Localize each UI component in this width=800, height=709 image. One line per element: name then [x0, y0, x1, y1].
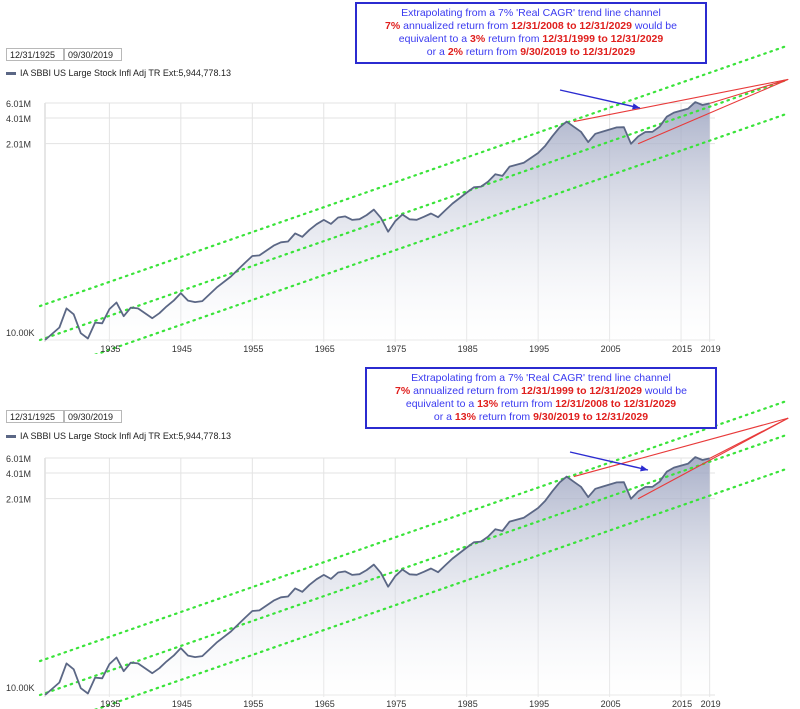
callout-text: return from	[498, 398, 556, 410]
chart-panel-top: 10.00K 2.01M 4.01M 6.01M 1935 1945 1955 1965 197…	[0, 0, 800, 354]
callout-period: 12/31/1999 to 12/31/2029	[521, 385, 642, 397]
callout-rate: 13%	[454, 411, 476, 423]
y-tick-label: 2.01M	[6, 495, 31, 505]
legend-swatch	[6, 434, 16, 438]
y-tick-label: 4.01M	[6, 114, 31, 124]
x-tick-label: 1985	[458, 344, 478, 354]
x-tick-label: 1935	[100, 344, 120, 354]
x-tick-label: 1995	[529, 699, 549, 709]
x-tick-label: 2005	[601, 699, 621, 709]
callout-text: or a	[426, 46, 448, 58]
callout-text: return from	[485, 33, 543, 45]
annotation-callout: Extrapolating from a 7% 'Real CAGR' tren…	[365, 367, 717, 429]
end-date-field[interactable]: 09/30/2019	[64, 48, 122, 61]
callout-line-2: 7% annualized return from 12/31/1999 to …	[371, 385, 711, 398]
callout-text: would be	[632, 20, 677, 32]
callout-arrow-line	[559, 89, 641, 109]
x-tick-label: 1955	[243, 344, 263, 354]
y-tick-label: 2.01M	[6, 140, 31, 150]
legend-label: IA SBBI US Large Stock Infl Adj TR Ext:5…	[20, 68, 231, 78]
callout-period: 9/30/2019 to 12/31/2029	[533, 411, 649, 423]
callout-text: would be	[642, 385, 687, 397]
x-tick-label: 1935	[100, 699, 120, 709]
callout-line-3: equivalent to a 13% return from 12/31/20…	[371, 398, 711, 411]
callout-line-1: Extrapolating from a 7% 'Real CAGR' tren…	[411, 372, 671, 384]
legend-label: IA SBBI US Large Stock Infl Adj TR Ext:5…	[20, 431, 231, 441]
callout-line-3: equivalent to a 3% return from 12/31/199…	[361, 33, 701, 46]
trend-channel-line	[38, 44, 790, 308]
annotation-callout: Extrapolating from a 7% 'Real CAGR' tren…	[355, 2, 707, 64]
trend-channel-line	[93, 467, 790, 709]
chart-plot-top: 10.00K 2.01M 4.01M 6.01M 1935 1945 1955 1965 197…	[6, 44, 790, 354]
x-tick-label: 1955	[243, 699, 263, 709]
trend-channel-line	[38, 78, 790, 342]
callout-rate: 7%	[395, 385, 411, 397]
callout-line-4: or a 13% return from 9/30/2019 to 12/31/…	[371, 411, 711, 424]
end-date-field[interactable]: 09/30/2019	[64, 410, 122, 423]
y-tick-label: 10.00K	[6, 683, 35, 693]
series-line	[44, 456, 710, 696]
callout-text: annualized return from	[400, 20, 512, 32]
y-tick-label: 6.01M	[6, 99, 31, 109]
callout-text: return from	[475, 411, 534, 423]
x-tick-label: 1975	[386, 344, 406, 354]
start-date-field[interactable]: 12/31/1925	[6, 48, 64, 61]
chart-panel-bottom: 10.00K 2.01M 4.01M 6.01M 1935 1945 1955 1965 197…	[0, 355, 800, 709]
legend: IA SBBI US Large Stock Infl Adj TR Ext:5…	[6, 431, 231, 441]
x-tick-label: 1965	[315, 344, 335, 354]
callout-period: 12/31/2008 to 12/31/2029	[511, 20, 632, 32]
callout-line-2: 7% annualized return from 12/31/2008 to …	[361, 20, 701, 33]
callout-text: equivalent to a	[398, 33, 470, 45]
projection-line	[573, 78, 789, 123]
callout-period: 12/31/1999 to 12/31/2029	[542, 33, 664, 45]
x-tick-label: 1965	[315, 699, 335, 709]
projection-line	[573, 417, 789, 478]
callout-line-1: Extrapolating from a 7% 'Real CAGR' tren…	[401, 7, 661, 19]
x-tick-label: 2005	[601, 344, 621, 354]
legend: IA SBBI US Large Stock Infl Adj TR Ext:5…	[6, 68, 231, 78]
series-line	[44, 101, 710, 341]
legend-swatch	[6, 71, 16, 75]
y-tick-label: 4.01M	[6, 469, 31, 479]
x-tick-label: 2015	[672, 699, 692, 709]
callout-text: annualized return from	[410, 385, 522, 397]
x-tick-label: 2019	[701, 699, 721, 709]
x-tick-label: 2015	[672, 344, 692, 354]
x-tick-label: 1985	[458, 699, 478, 709]
callout-text: or a	[433, 411, 455, 423]
callout-text: equivalent to a	[405, 398, 478, 410]
callout-rate: 7%	[385, 20, 401, 32]
trend-channel-line	[38, 433, 790, 697]
y-tick-label: 10.00K	[6, 328, 35, 338]
start-date-field[interactable]: 12/31/1925	[6, 410, 64, 423]
callout-arrow-line	[569, 451, 649, 471]
x-tick-label: 1975	[386, 699, 406, 709]
projection-line	[637, 78, 789, 145]
x-tick-label: 1945	[172, 344, 192, 354]
x-tick-label: 1945	[172, 699, 192, 709]
callout-arrow-head	[632, 103, 640, 110]
callout-period: 9/30/2019 to 12/31/2029	[520, 46, 636, 58]
callout-arrow-head	[640, 465, 648, 472]
callout-text: return from	[463, 46, 521, 58]
trend-channel-line	[93, 112, 790, 354]
callout-line-4: or a 2% return from 9/30/2019 to 12/31/2…	[361, 46, 701, 59]
chart-plot-bottom: 10.00K 2.01M 4.01M 6.01M 1935 1945 1955 1965 197…	[6, 399, 790, 709]
x-tick-label: 2019	[701, 344, 721, 354]
callout-rate: 2%	[447, 46, 463, 58]
x-tick-label: 1995	[529, 344, 549, 354]
callout-period: 12/31/2008 to 12/31/2029	[555, 398, 677, 410]
projection-line	[709, 417, 789, 459]
projection-line	[709, 78, 789, 104]
trend-channel-line	[38, 399, 790, 663]
callout-rate: 13%	[477, 398, 499, 410]
y-tick-label: 6.01M	[6, 454, 31, 464]
callout-rate: 3%	[469, 33, 486, 45]
